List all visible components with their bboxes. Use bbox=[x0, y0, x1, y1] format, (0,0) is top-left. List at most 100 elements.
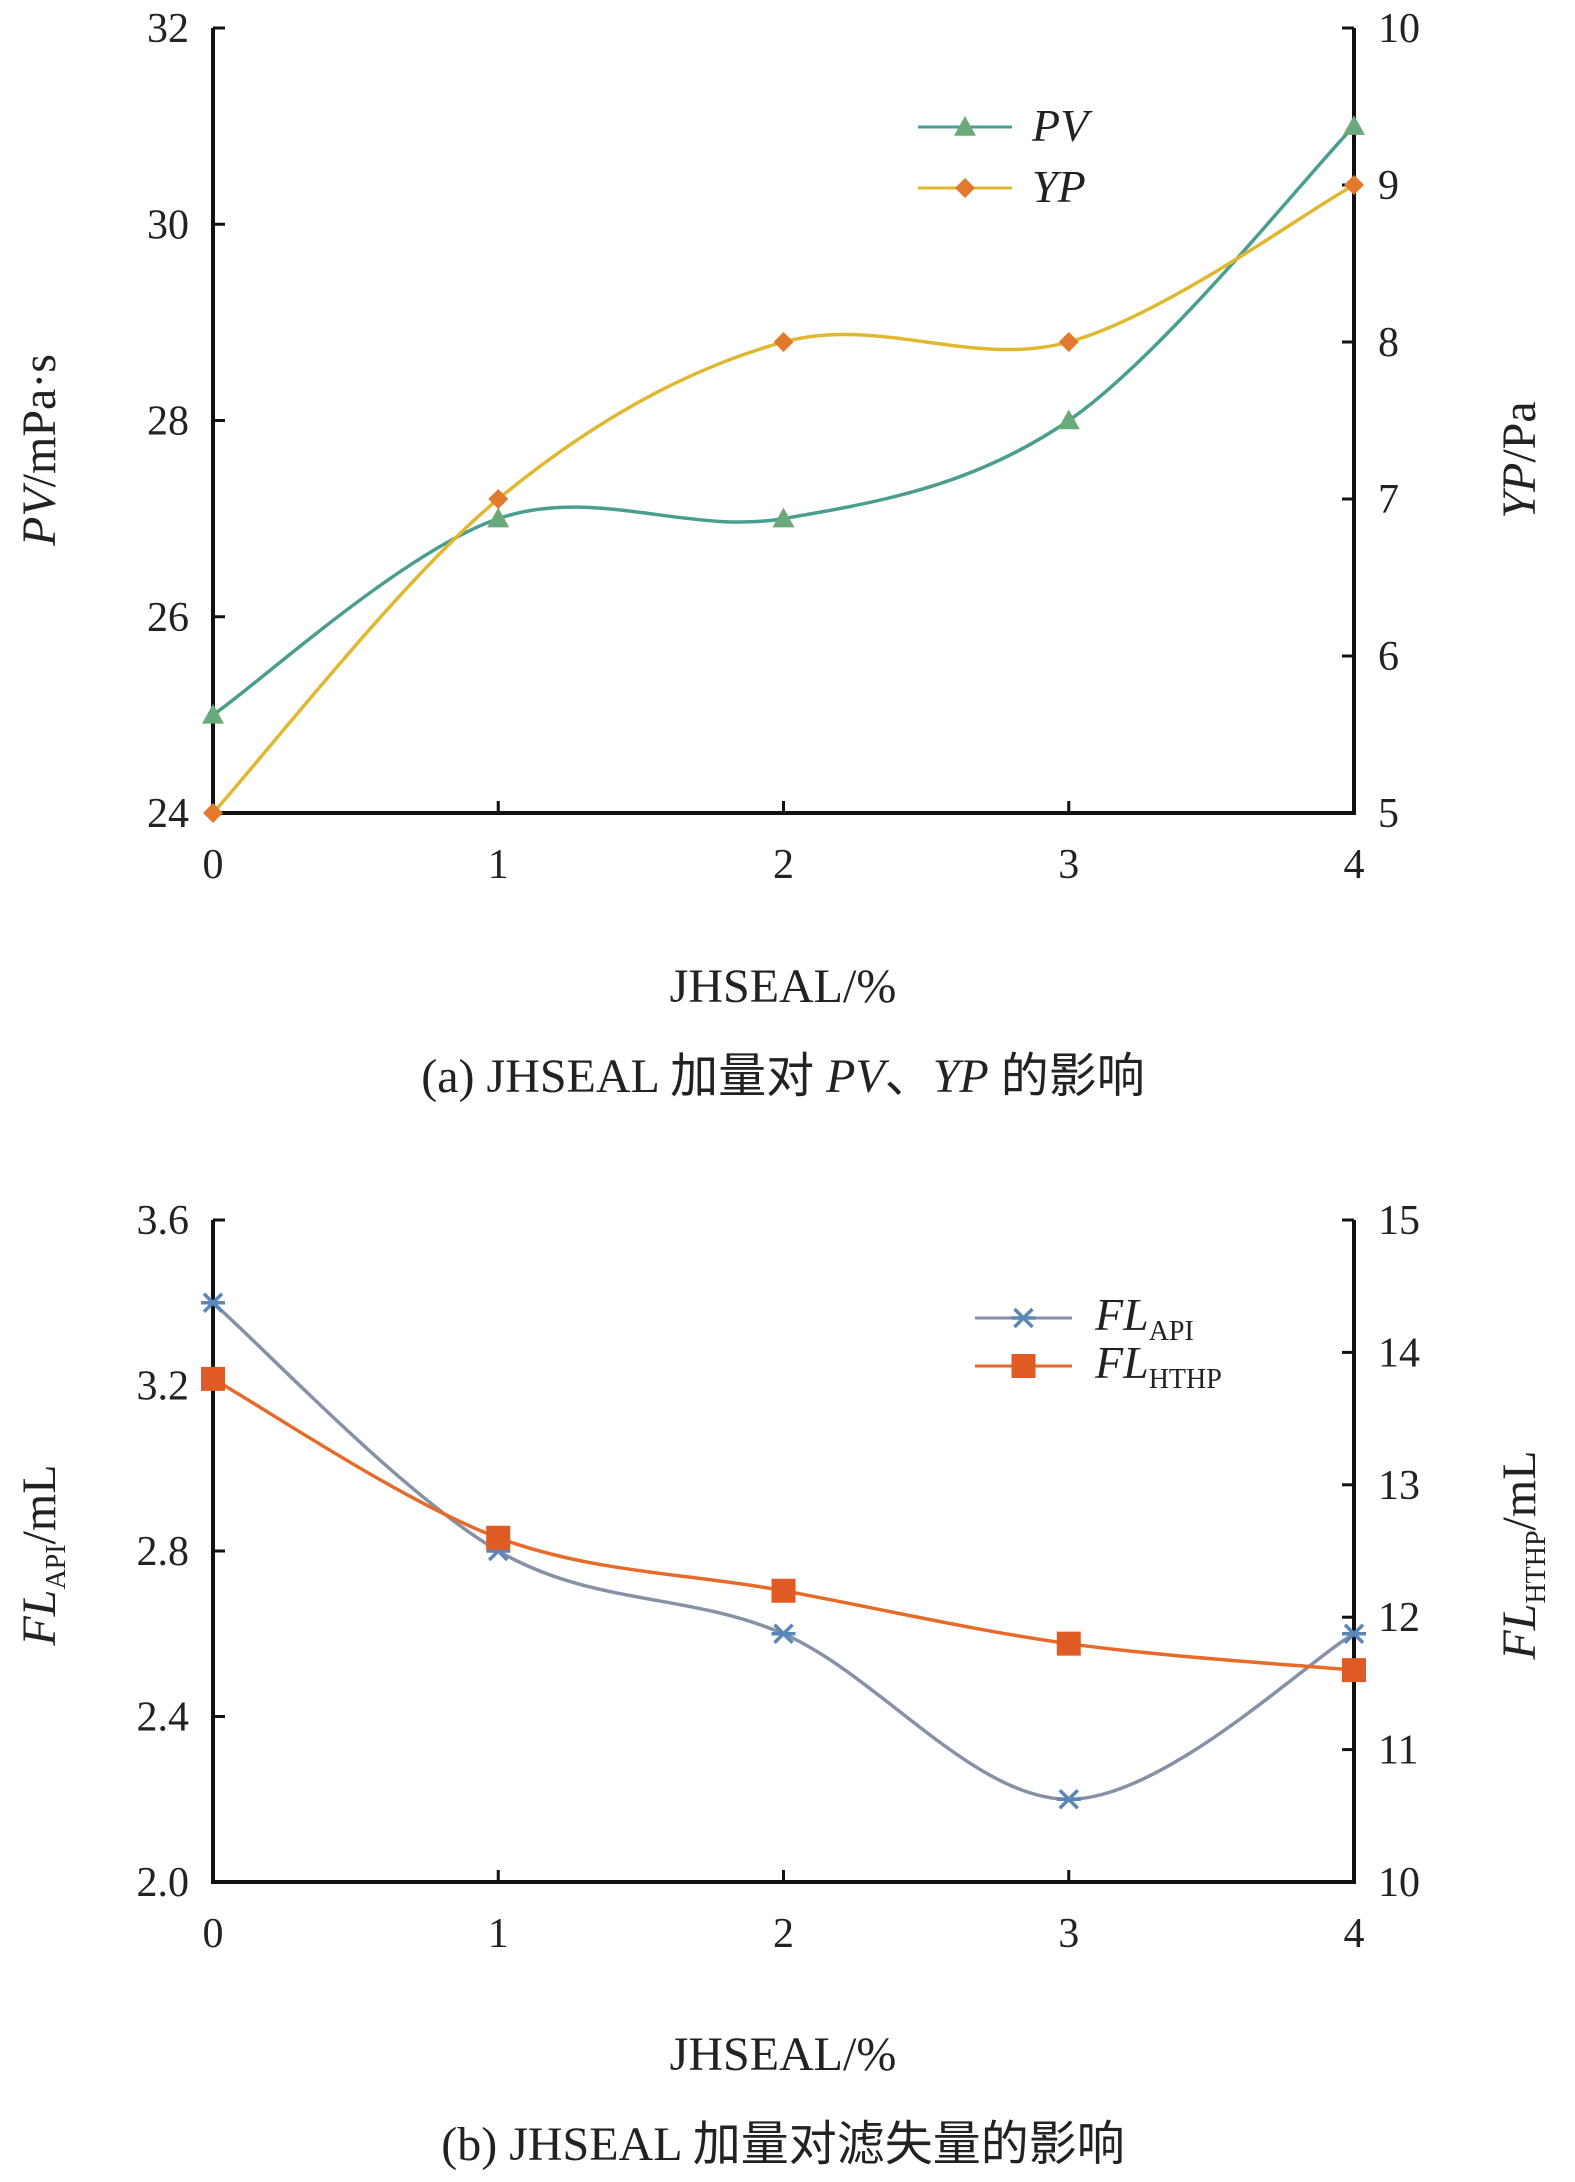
chart-a-caption-yp: YP bbox=[933, 1050, 989, 1103]
chart-b-left-y-tick-label: 2.4 bbox=[137, 1695, 190, 1741]
chart-b-x-tick-label: 3 bbox=[1058, 1911, 1079, 1957]
chart-a-axes-frame bbox=[211, 28, 1356, 815]
chart-a-left-y-tick-label: 30 bbox=[147, 202, 189, 248]
chart-b-legend-fl-hthp-label: FLHTHP bbox=[1094, 1337, 1222, 1395]
chart-b-caption: (b) JHSEAL 加量对滤失量的影响 bbox=[441, 2118, 1125, 2171]
chart-a-series-pv-point bbox=[487, 507, 510, 528]
chart-b-legend-fl-hthp-marker bbox=[1011, 1354, 1036, 1378]
chart-b-legend-fl-api-label: FLAPI bbox=[1094, 1289, 1194, 1347]
chart-a-legend-pv-label: PV bbox=[1031, 100, 1093, 151]
chart-b-left-y-tick-label: 3.6 bbox=[137, 1198, 190, 1244]
chart-b-right-y-axis-title-sub: HTHP bbox=[1521, 1530, 1552, 1603]
chart-a-right-y-axis-title: YP/Pa bbox=[1493, 401, 1546, 518]
chart-b-left-y-axis-title-main: FL bbox=[13, 1590, 66, 1647]
chart-a-right-y-tick-label: 5 bbox=[1378, 791, 1399, 837]
chart-b-left-y-tick-label: 3.2 bbox=[137, 1364, 190, 1410]
chart-a-series-yp-point bbox=[488, 489, 509, 509]
chart-b-right-y-tick-label: 10 bbox=[1378, 1860, 1420, 1906]
chart-a-series-pv-point bbox=[1057, 409, 1080, 430]
chart-a-caption-suffix: 的影响 bbox=[989, 1050, 1145, 1103]
chart-b-x-tick-label: 4 bbox=[1344, 1911, 1365, 1957]
chart-a-series-yp-point bbox=[203, 803, 223, 823]
chart-a-right-y-tick-label: 9 bbox=[1378, 163, 1399, 209]
chart-a-left-y-axis-title-unit: /mPa·s bbox=[13, 354, 66, 487]
chart-a-left-y-axis-title: PV/mPa·s bbox=[13, 354, 66, 547]
chart-a: 0 1 2 3 4 24 26 28 30 32 5 6 7 8 9 10 JHSEAL/% PV/mPa… bbox=[13, 6, 1546, 1103]
chart-b-legend-item-fl-api: FLAPI bbox=[975, 1289, 1194, 1347]
chart-a-left-y-tick-label: 32 bbox=[147, 6, 189, 52]
chart-b-right-y-tick-label: 15 bbox=[1378, 1198, 1420, 1244]
chart-b-series-fl-api-point bbox=[1056, 1789, 1081, 1810]
chart-a-series bbox=[202, 115, 1365, 823]
chart-b-series-fl-hthp-point bbox=[201, 1366, 225, 1391]
chart-b-x-tick-label: 0 bbox=[203, 1911, 224, 1957]
chart-a-caption: (a) JHSEAL 加量对 PV、YP 的影响 bbox=[421, 1050, 1145, 1103]
chart-a-left-y-tick-label: 24 bbox=[147, 791, 189, 837]
chart-b-series-fl-api-point bbox=[771, 1623, 796, 1644]
chart-a-series-pv-point bbox=[772, 507, 795, 528]
chart-b-legend-fl-hthp-sub: HTHP bbox=[1149, 1364, 1222, 1395]
chart-b-series-fl-hthp-point bbox=[486, 1525, 511, 1550]
chart-b-series bbox=[201, 1292, 1366, 1810]
chart-a-right-y-tick-label: 8 bbox=[1378, 320, 1399, 366]
chart-b-series-fl-hthp-point bbox=[771, 1578, 796, 1603]
chart-b-series-fl-api-point bbox=[201, 1292, 225, 1313]
chart-b-right-y-axis-title-main: FL bbox=[1493, 1604, 1546, 1661]
chart-a-series-pv-point bbox=[1343, 115, 1365, 135]
chart-a-caption-sep: 、 bbox=[885, 1050, 933, 1103]
chart-a-legend-yp-label: YP bbox=[1032, 161, 1086, 212]
chart-a-right-y-ticks: 5 6 7 8 9 10 bbox=[1342, 6, 1420, 837]
chart-a-caption-prefix: (a) JHSEAL 加量对 bbox=[421, 1050, 826, 1103]
chart-a-legend-item-pv: PV bbox=[918, 100, 1093, 151]
chart-a-x-tick-label: 2 bbox=[773, 842, 794, 888]
chart-b-right-y-axis-title-unit: /mL bbox=[1493, 1450, 1546, 1530]
chart-a-x-ticks: 0 1 2 3 4 bbox=[203, 801, 1365, 888]
chart-a-x-tick-label: 4 bbox=[1344, 842, 1365, 888]
chart-a-series-yp-point bbox=[773, 332, 794, 352]
chart-b-series-fl-hthp-line bbox=[212, 1377, 1355, 1672]
chart-a-right-y-axis-title-unit: /Pa bbox=[1493, 401, 1546, 462]
chart-b-x-tick-label: 1 bbox=[488, 1911, 509, 1957]
chart-a-series-yp-line bbox=[211, 183, 1355, 815]
chart-b-x-tick-label: 2 bbox=[773, 1911, 794, 1957]
chart-b-left-y-axis-title-sub: API bbox=[41, 1544, 72, 1589]
chart-a-legend-pv-marker bbox=[954, 116, 976, 136]
chart-b-left-y-ticks: 2.0 2.4 2.8 3.2 3.6 bbox=[137, 1198, 225, 1906]
chart-b-legend-fl-api-main: FL bbox=[1094, 1289, 1149, 1340]
chart-a-right-y-tick-label: 10 bbox=[1378, 6, 1420, 52]
chart-b-legend-fl-api-sub: API bbox=[1149, 1316, 1194, 1347]
chart-b-right-y-tick-label: 14 bbox=[1378, 1330, 1420, 1376]
chart-b-legend-fl-api-marker bbox=[1011, 1307, 1036, 1329]
chart-a-x-axis-title: JHSEAL/% bbox=[670, 960, 897, 1013]
chart-b-left-y-tick-label: 2.8 bbox=[137, 1529, 190, 1575]
chart-b-x-ticks: 0 1 2 3 4 bbox=[203, 1870, 1365, 1957]
chart-a-legend-yp-marker bbox=[955, 178, 975, 198]
chart-b-right-y-tick-label: 11 bbox=[1378, 1728, 1418, 1774]
chart-a-series-yp-point bbox=[1344, 175, 1364, 195]
chart-b-legend-fl-hthp-main: FL bbox=[1094, 1337, 1149, 1388]
chart-b-right-y-tick-label: 13 bbox=[1378, 1463, 1420, 1509]
chart-a-plot-area: 0 1 2 3 4 24 26 28 30 32 5 6 7 8 9 10 bbox=[147, 6, 1420, 888]
chart-a-series-pv-point bbox=[202, 703, 224, 724]
chart-b-right-y-tick-label: 12 bbox=[1378, 1595, 1420, 1641]
chart-b-legend: FLAPI FLHTHP bbox=[975, 1289, 1222, 1395]
chart-a-legend: PV YP bbox=[918, 100, 1093, 212]
chart-a-left-y-tick-label: 28 bbox=[147, 399, 189, 445]
chart-a-left-y-ticks: 24 26 28 30 32 bbox=[147, 6, 225, 837]
chart-b-left-y-axis-title: FLAPI/mL bbox=[13, 1464, 72, 1646]
chart-a-x-tick-label: 1 bbox=[488, 842, 509, 888]
chart-b-right-y-axis-title: FLHTHP/mL bbox=[1493, 1450, 1552, 1660]
chart-b-right-y-ticks: 10 11 12 13 14 15 bbox=[1342, 1198, 1420, 1906]
chart-b-series-fl-hthp-point bbox=[1342, 1658, 1366, 1683]
chart-a-right-y-tick-label: 6 bbox=[1378, 634, 1399, 680]
chart-a-right-y-axis-title-main: YP bbox=[1493, 463, 1546, 519]
chart-a-series-pv-line bbox=[212, 124, 1356, 717]
chart-b-left-y-axis-title-unit: /mL bbox=[13, 1464, 66, 1544]
chart-a-legend-item-yp: YP bbox=[918, 161, 1086, 212]
chart-a-right-y-tick-label: 7 bbox=[1378, 477, 1399, 523]
chart-a-left-y-axis-title-main: PV bbox=[13, 483, 66, 547]
chart-a-left-y-tick-label: 26 bbox=[147, 595, 189, 641]
chart-b-left-y-tick-label: 2.0 bbox=[137, 1860, 190, 1906]
